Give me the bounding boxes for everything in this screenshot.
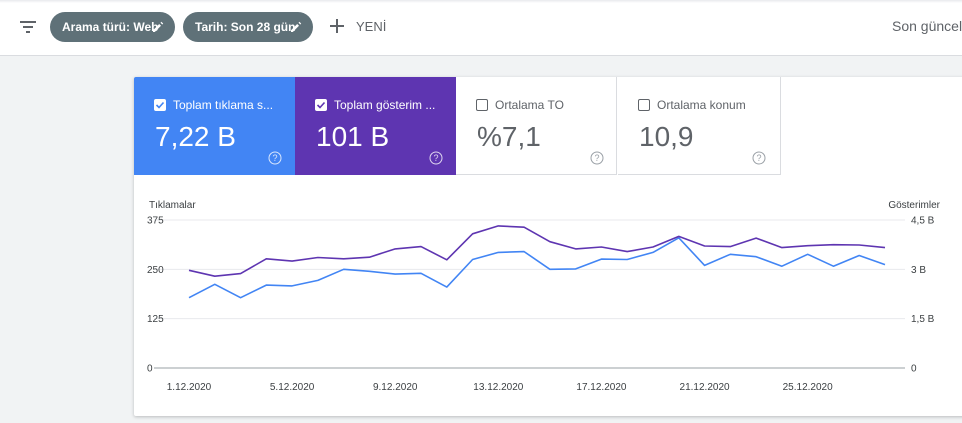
left-axis-title: Tıklamalar: [149, 200, 196, 211]
svg-text:?: ?: [433, 153, 438, 163]
metric-value: 7,22 B: [155, 121, 236, 152]
metric-total-impressions[interactable]: Toplam gösterim ... 101 B ?: [295, 77, 456, 175]
help-icon[interactable]: ?: [429, 151, 443, 165]
metric-average-ctr[interactable]: Ortalama TO %7,1 ?: [456, 77, 617, 175]
left-tick-label: 125: [147, 314, 164, 325]
impressions-series-line: [188, 225, 886, 277]
search-type-chip[interactable]: Arama türü: Web: [50, 12, 175, 42]
x-tick-label: 1.12.2020: [167, 382, 212, 393]
x-tick-label: 13.12.2020: [473, 382, 523, 393]
pencil-icon: [291, 21, 302, 32]
svg-text:?: ?: [272, 153, 277, 163]
x-tick-label: 21.12.2020: [680, 382, 730, 393]
date-range-chip-label: Tarih: Son 28 gün: [195, 20, 296, 34]
search-type-chip-label: Arama türü: Web: [62, 20, 159, 34]
plus-icon: [330, 19, 344, 33]
checkbox-checked-icon[interactable]: [154, 99, 166, 111]
metric-label: Ortalama konum: [657, 98, 746, 112]
metric-value: 101 B: [316, 121, 390, 152]
metric-value: 10,9: [639, 121, 694, 152]
checkbox-unchecked-icon[interactable]: [476, 99, 488, 111]
metric-total-clicks[interactable]: Toplam tıklama s... 7,22 B ?: [134, 77, 295, 175]
filter-icon[interactable]: [18, 17, 38, 37]
top-toolbar: Arama türü: Web Tarih: Son 28 gün YENİ S…: [0, 0, 962, 56]
help-icon[interactable]: ?: [268, 151, 282, 165]
x-tick-label: 25.12.2020: [783, 382, 833, 393]
checkbox-checked-icon[interactable]: [315, 99, 327, 111]
help-icon[interactable]: ?: [752, 151, 766, 165]
metric-label: Toplam tıklama s...: [173, 98, 274, 112]
performance-card: Toplam tıklama s... 7,22 B ? Toplam göst…: [134, 77, 962, 416]
last-update-text: Son güncell: [892, 18, 962, 34]
right-tick-label: 0: [911, 364, 917, 375]
left-tick-label: 0: [147, 364, 153, 375]
checkbox-unchecked-icon[interactable]: [638, 99, 650, 111]
x-tick-label: 9.12.2020: [373, 382, 418, 393]
svg-text:?: ?: [594, 153, 599, 163]
pencil-icon: [153, 21, 164, 32]
right-tick-label: 1,5 B: [911, 314, 935, 325]
x-tick-label: 5.12.2020: [270, 382, 315, 393]
metric-label: Ortalama TO: [495, 98, 564, 112]
metric-label: Toplam gösterim ...: [334, 98, 436, 112]
right-tick-label: 4,5 B: [911, 216, 935, 227]
help-icon[interactable]: ?: [590, 151, 604, 165]
svg-text:?: ?: [756, 153, 761, 163]
left-tick-label: 250: [147, 265, 164, 276]
date-range-chip[interactable]: Tarih: Son 28 gün: [183, 12, 313, 42]
right-tick-label: 3 B: [911, 265, 926, 276]
new-filter-button[interactable]: YENİ: [330, 14, 386, 40]
metric-average-position[interactable]: Ortalama konum 10,9 ?: [618, 77, 781, 175]
new-filter-label: YENİ: [356, 19, 387, 34]
clicks-series-line: [188, 236, 886, 299]
performance-chart[interactable]: Tıklamalar Gösterimler 375 4,5 B 250 3 B 125 1,…: [134, 187, 962, 402]
right-axis-title: Gösterimler: [888, 200, 940, 211]
metric-value: %7,1: [477, 121, 541, 152]
x-tick-label: 17.12.2020: [576, 382, 626, 393]
left-tick-label: 375: [147, 216, 164, 227]
